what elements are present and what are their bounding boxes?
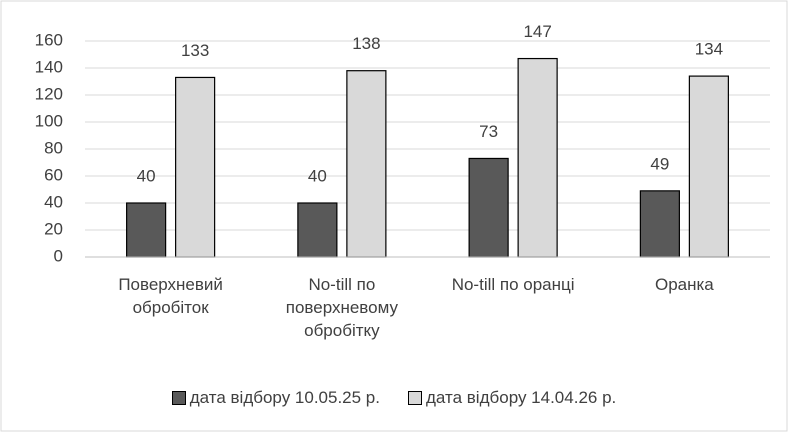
- x-tick-label: Поверхневий обробіток: [118, 275, 223, 317]
- legend-item: дата відбору 14.04.26 р.: [408, 388, 616, 408]
- y-tick-label: 20: [44, 219, 63, 238]
- bar: [175, 76, 216, 258]
- data-label: 49: [650, 154, 669, 173]
- bar: [517, 57, 558, 258]
- data-label: 73: [479, 122, 498, 141]
- legend-swatch: [408, 391, 422, 405]
- data-label: 134: [695, 40, 723, 59]
- bar: [639, 190, 680, 258]
- y-tick-label: 80: [44, 138, 63, 157]
- bar: [126, 202, 167, 258]
- y-tick-label: 160: [35, 30, 63, 49]
- x-tick-label: No-till по поверхневому обробітку: [285, 275, 398, 340]
- data-label: 147: [523, 22, 551, 41]
- legend-label: дата відбору 14.04.26 р.: [426, 388, 617, 407]
- y-tick-label: 120: [35, 84, 63, 103]
- data-label: 40: [137, 166, 156, 185]
- data-label: 133: [181, 41, 209, 60]
- y-tick-label: 100: [35, 111, 63, 130]
- y-tick-label: 40: [44, 192, 63, 211]
- legend-item: дата відбору 10.05.25 р.: [171, 388, 380, 408]
- bar: [468, 157, 509, 258]
- legend: дата відбору 10.05.25 р. дата відбору 14.…: [0, 388, 788, 408]
- y-tick-label: 140: [35, 57, 63, 76]
- bar: [297, 202, 338, 258]
- data-label: 138: [352, 34, 380, 53]
- legend-swatch: [171, 391, 186, 405]
- legend-label: дата відбору 10.05.25 р.: [189, 388, 380, 407]
- x-tick-label: Оранка: [654, 275, 714, 294]
- y-tick-label: 0: [54, 246, 63, 265]
- bar: [346, 70, 387, 258]
- x-tick-label: No-till по оранці: [451, 275, 575, 294]
- data-label: 40: [308, 166, 327, 185]
- y-tick-label: 60: [44, 165, 63, 184]
- bar: [688, 75, 729, 258]
